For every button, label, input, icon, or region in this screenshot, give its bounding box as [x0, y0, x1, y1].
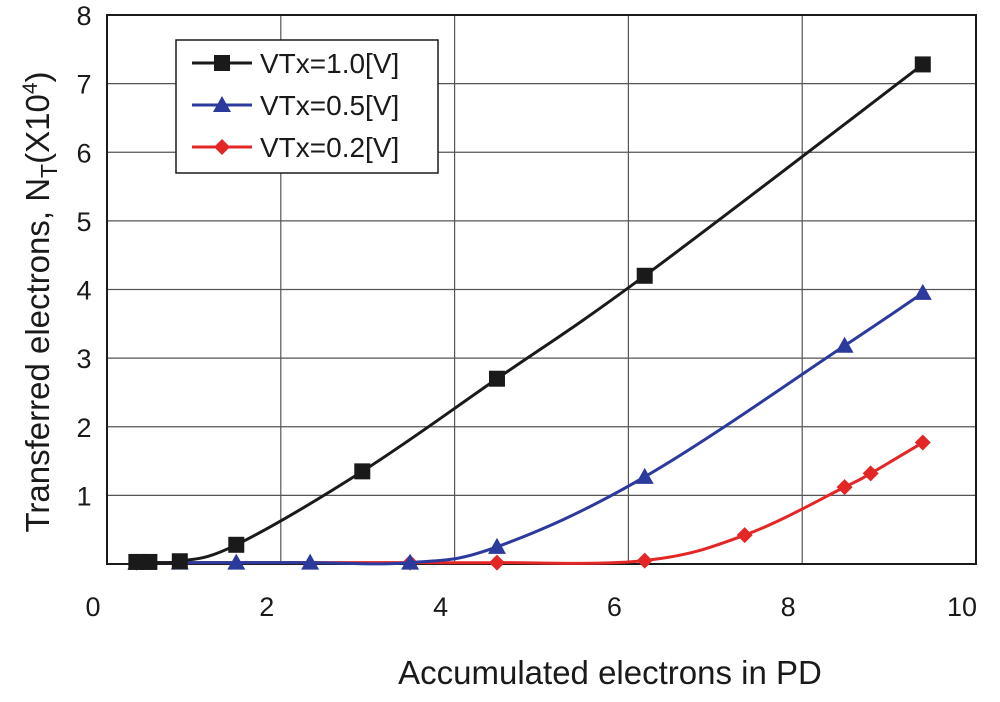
data-point — [736, 527, 753, 544]
series-line-0 — [136, 63, 924, 565]
y-axis-title-exponent: 4 — [19, 82, 42, 94]
x-tick-label: 0 — [85, 592, 100, 622]
data-point — [488, 554, 505, 571]
y-tick-label: 5 — [76, 207, 91, 237]
data-point — [835, 336, 854, 353]
y-tick-labels: 1 2 3 4 5 6 7 8 — [76, 1, 91, 511]
legend-marker-2 — [214, 139, 230, 155]
x-tick-label: 10 — [947, 592, 977, 622]
series-line-1 — [136, 291, 924, 566]
data-point — [636, 552, 653, 569]
data-point — [227, 553, 246, 570]
y-tick-label: 7 — [76, 70, 91, 100]
y-tick-label: 8 — [76, 1, 91, 31]
data-point — [636, 267, 653, 284]
data-point — [862, 465, 879, 482]
x-tick-label: 8 — [781, 592, 796, 622]
y-tick-label: 2 — [76, 413, 91, 443]
y-axis-title-subscript: T — [36, 164, 62, 178]
data-point — [488, 370, 505, 387]
x-tick-label: 6 — [607, 592, 622, 622]
data-point — [914, 56, 931, 73]
y-axis-title-unit: (X10 — [19, 94, 56, 164]
y-tick-label: 1 — [76, 481, 91, 511]
x-tick-label: 4 — [433, 592, 448, 622]
y-axis-title-close: ) — [19, 71, 56, 82]
legend-label-0: VTx=1.0[V] — [260, 48, 399, 79]
data-point — [354, 463, 371, 480]
y-axis-title: Transferred electrons, NT(X104) — [19, 71, 62, 532]
data-point — [128, 553, 145, 570]
y-axis-title-prefix: Transferred electrons, N — [19, 178, 56, 533]
series-2 — [128, 434, 931, 571]
series-line-2 — [136, 441, 924, 565]
y-tick-label: 4 — [76, 276, 91, 306]
legend-marker-1 — [213, 96, 231, 112]
data-point — [914, 434, 931, 451]
legend-marker-0 — [214, 55, 230, 71]
data-point — [171, 553, 188, 570]
data-point — [913, 283, 932, 300]
y-tick-label: 6 — [76, 138, 91, 168]
legend-label-2: VTx=0.2[V] — [260, 132, 399, 163]
data-point — [635, 467, 654, 484]
data-point — [487, 537, 506, 554]
series-layer — [127, 56, 932, 571]
y-tick-label: 3 — [76, 344, 91, 374]
data-point — [141, 553, 158, 570]
x-tick-labels: 0 2 4 6 8 10 — [85, 592, 977, 622]
data-point — [836, 479, 853, 496]
legend: VTx=1.0[V] VTx=0.5[V] VTx=0.2[V] — [175, 39, 439, 174]
data-point — [401, 553, 420, 570]
series-0 — [128, 56, 931, 570]
x-tick-label: 2 — [259, 592, 274, 622]
data-point — [301, 553, 320, 570]
legend-label-1: VTx=0.5[V] — [260, 90, 399, 121]
x-axis-title: Accumulated electrons in PD — [398, 654, 822, 691]
data-point — [228, 536, 245, 553]
